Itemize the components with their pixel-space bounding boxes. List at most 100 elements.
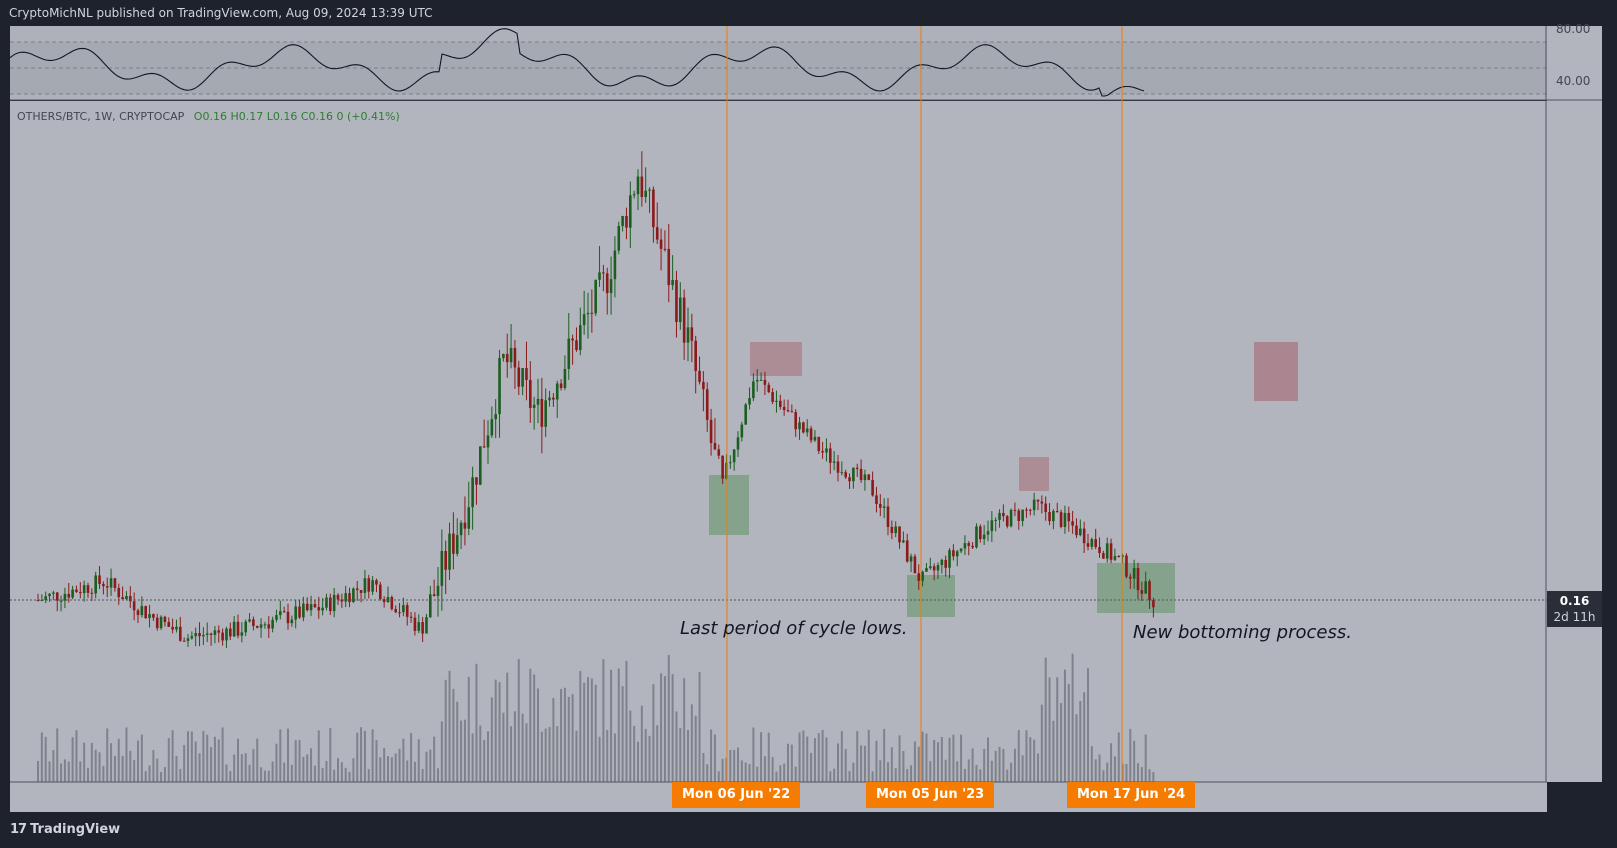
volume-bar — [37, 761, 39, 782]
volume-bar — [529, 668, 532, 782]
annotation-new-bottoming: New bottoming process. — [1133, 622, 1352, 643]
candle-body — [432, 594, 436, 597]
date-marker-jun-2022: Mon 06 Jun '22 — [672, 782, 801, 808]
volume-bar — [552, 698, 555, 782]
candle-body — [952, 550, 955, 557]
candle-body — [640, 176, 644, 198]
volume-bar — [1110, 743, 1113, 782]
candle-body — [313, 604, 317, 608]
candle-body — [329, 597, 332, 612]
volume-bar — [63, 759, 66, 782]
candle-body — [263, 624, 267, 626]
symbol-legend: OTHERS/BTC, 1W, CRYPTOCAP O0.16 H0.17 L0… — [17, 110, 400, 123]
candle-body — [1079, 528, 1082, 536]
volume-bar — [40, 732, 43, 782]
candle-body — [936, 565, 940, 571]
candle-body — [1036, 499, 1040, 502]
volume-bar — [975, 764, 978, 782]
zone-high-2025 — [1254, 342, 1298, 401]
volume-bar — [190, 731, 193, 782]
candle-body — [602, 272, 605, 274]
volume-bar — [294, 740, 297, 782]
symbol-name: OTHERS/BTC, 1W, CRYPTOCAP — [17, 110, 185, 123]
candle-body — [509, 347, 513, 363]
candle-body — [982, 534, 986, 540]
volume-bar — [1067, 683, 1070, 782]
candle-body — [536, 398, 540, 405]
volume-bar — [383, 748, 386, 782]
candle-body — [459, 522, 463, 536]
volume-bar — [533, 674, 536, 782]
candle-body — [821, 451, 824, 453]
candle-body — [529, 379, 532, 408]
candle-body — [348, 593, 351, 603]
candle-body — [759, 379, 763, 381]
volume-bar — [1090, 746, 1093, 782]
x-tick-2025: 2025 — [1213, 789, 1250, 804]
x-tick-2019: 2019 — [46, 789, 83, 804]
volume-bar — [587, 677, 589, 782]
candle-body — [959, 548, 963, 552]
rsi-axis-upper: 80.00 — [1556, 22, 1591, 36]
volume-bar — [456, 701, 459, 782]
candle-body — [486, 435, 490, 448]
candle-body — [744, 404, 747, 425]
volume-bar — [75, 730, 78, 782]
volume-bar — [744, 762, 747, 782]
candle-body — [413, 617, 417, 631]
candle-body — [394, 609, 397, 613]
volume-bar — [1117, 732, 1120, 782]
volume-bar — [1094, 759, 1097, 782]
candle-body — [425, 617, 428, 634]
candle-body — [232, 621, 236, 637]
volume-bar — [229, 771, 232, 782]
candle-body — [321, 607, 324, 611]
volume-bar — [537, 688, 539, 782]
candle-body — [690, 327, 694, 341]
volume-bar — [540, 731, 543, 782]
volume-bar — [106, 728, 109, 782]
volume-bar — [998, 746, 1001, 782]
candle-body — [525, 368, 528, 380]
volume-bar — [90, 742, 93, 782]
candle-body — [875, 495, 878, 505]
candle-body — [105, 586, 109, 588]
candle-body — [155, 617, 159, 629]
volume-bar — [929, 761, 932, 782]
candle-body — [605, 273, 609, 294]
volume-bar — [833, 768, 836, 782]
volume-bar — [498, 682, 501, 782]
volume-bar — [71, 737, 74, 782]
volume-bar — [583, 682, 586, 782]
candle-body — [309, 604, 313, 611]
volume-bar — [1037, 753, 1039, 782]
candle-body — [559, 383, 563, 389]
candle-body — [482, 446, 486, 448]
volume-bar — [548, 727, 551, 782]
candle-body — [879, 504, 882, 508]
candle-body — [994, 519, 997, 521]
candle-body — [786, 410, 790, 412]
candle-body — [748, 398, 751, 405]
tradingview-logo[interactable]: 17 TradingView — [10, 822, 120, 837]
volume-bar — [994, 750, 997, 782]
volume-bar — [894, 768, 897, 782]
candle-body — [582, 314, 586, 326]
candle-body — [705, 389, 709, 420]
volume-bar — [656, 725, 659, 782]
candle-body — [1025, 509, 1028, 511]
candle-body — [1063, 512, 1067, 528]
volume-bar — [883, 728, 886, 782]
volume-bar — [875, 740, 878, 782]
volume-bar — [829, 771, 832, 782]
volume-bar — [390, 757, 393, 782]
volume-bar — [967, 759, 970, 782]
volume-bar — [344, 767, 347, 782]
candle-body — [679, 297, 682, 323]
candle-body — [944, 559, 947, 568]
volume-bar — [821, 729, 824, 782]
volume-bar — [640, 705, 643, 782]
candle-body — [1059, 512, 1063, 528]
volume-bar — [1125, 763, 1128, 782]
